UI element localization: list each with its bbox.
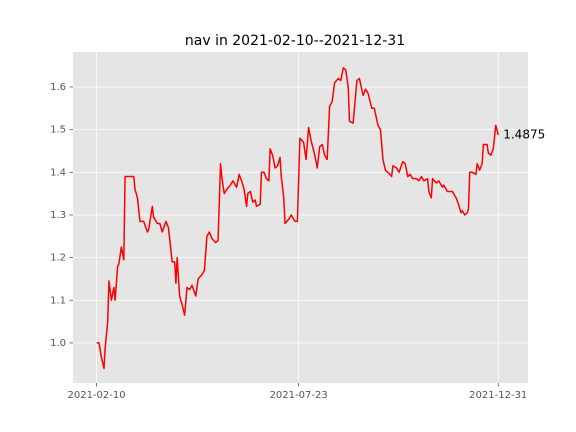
y-tick-label: 1.2 (50, 253, 66, 264)
value-label: 1.4875 (503, 127, 545, 141)
y-tick-label: 1.1 (50, 295, 66, 306)
y-tick-label: 1.6 (50, 82, 66, 93)
y-tick-label: 1.3 (50, 210, 66, 221)
x-tick-label: 2021-07-23 (270, 390, 328, 401)
y-tick-label: 1.5 (50, 125, 66, 136)
data-line (96, 67, 499, 370)
plot-area (73, 52, 528, 383)
y-tick-label: 1.4 (50, 167, 66, 178)
x-tick-label: 2021-12-31 (469, 390, 527, 401)
y-tick-label: 1.0 (50, 338, 66, 349)
x-tick-label: 2021-02-10 (67, 390, 125, 401)
chart-title: nav in 2021-02-10--2021-12-31 (185, 33, 405, 49)
